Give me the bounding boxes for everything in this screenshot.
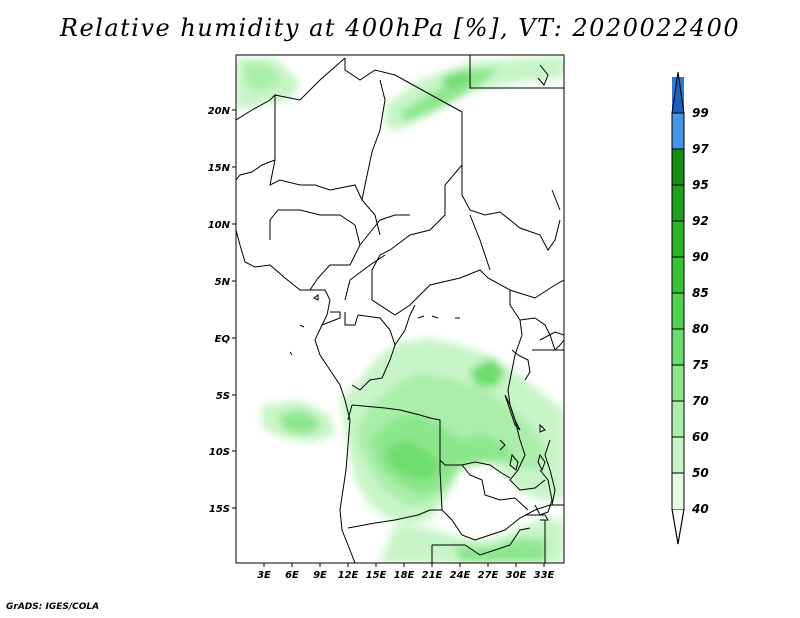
- lon-tick-label: 9E: [313, 570, 327, 581]
- colorbar-label: 97: [692, 142, 709, 156]
- colorbar: 40 50 60 70 75 80 85 90 92 95 97 99: [671, 71, 709, 545]
- lat-tick-label: 5N: [215, 277, 231, 288]
- colorbar-segment: [672, 329, 684, 365]
- colorbar-label: 99: [692, 106, 709, 120]
- colorbar-segment: [672, 365, 684, 401]
- colorbar-label: 80: [692, 322, 709, 336]
- lat-tick-label: 10S: [209, 447, 230, 458]
- lon-tick-label: 12E: [338, 570, 359, 581]
- colorbar-segment: [672, 185, 684, 221]
- lon-tick-label: 21E: [422, 570, 443, 581]
- lat-tick-label: 15N: [208, 163, 231, 174]
- colorbar-label: 95: [692, 178, 709, 192]
- colorbar-label: 85: [692, 286, 709, 300]
- colorbar-segment: [672, 293, 684, 329]
- colorbar-label: 40: [691, 502, 709, 516]
- longitude-axis: 3E 6E 9E 12E 15E 18E 21E 24E 27E 30E 33E: [257, 563, 555, 581]
- lat-tick-label: 10N: [208, 220, 231, 231]
- country-borders: [236, 55, 564, 563]
- colorbar-label: 92: [692, 214, 709, 228]
- colorbar-segment: [671, 508, 685, 545]
- lon-tick-label: 3E: [257, 570, 271, 581]
- lat-tick-label: EQ: [215, 334, 231, 345]
- colorbar-label: 70: [692, 394, 709, 408]
- colorbar-segment: [672, 113, 684, 149]
- colorbar-label: 50: [692, 466, 709, 480]
- colorbar-segment: [672, 257, 684, 293]
- lat-tick-label: 15S: [209, 504, 230, 515]
- colorbar-label: 60: [692, 430, 709, 444]
- lat-tick-label: 20N: [208, 106, 231, 117]
- lon-tick-label: 30E: [506, 570, 527, 581]
- colorbar-segment: [672, 149, 684, 185]
- colorbar-segment: [672, 401, 684, 437]
- grads-credit: GrADS: IGES/COLA: [6, 602, 100, 612]
- lon-tick-label: 33E: [534, 570, 555, 581]
- humidity-shading: [236, 55, 564, 563]
- colorbar-segment: [672, 221, 684, 257]
- latitude-axis: 20N 15N 10N 5N EQ 5S 10S 15S: [208, 106, 236, 515]
- colorbar-segment: [672, 72, 684, 113]
- colorbar-label: 75: [692, 358, 709, 372]
- lon-tick-label: 18E: [394, 570, 415, 581]
- lon-tick-label: 15E: [366, 570, 387, 581]
- map-frame: [235, 54, 565, 564]
- lon-tick-label: 24E: [450, 570, 471, 581]
- map-title: Relative humidity at 400hPa [%], VT: 202…: [59, 14, 741, 42]
- lat-tick-label: 5S: [216, 391, 230, 402]
- colorbar-segment: [672, 473, 684, 509]
- colorbar-label: 90: [692, 250, 709, 264]
- lon-tick-label: 27E: [478, 570, 499, 581]
- colorbar-segment: [672, 437, 684, 473]
- lon-tick-label: 6E: [285, 570, 299, 581]
